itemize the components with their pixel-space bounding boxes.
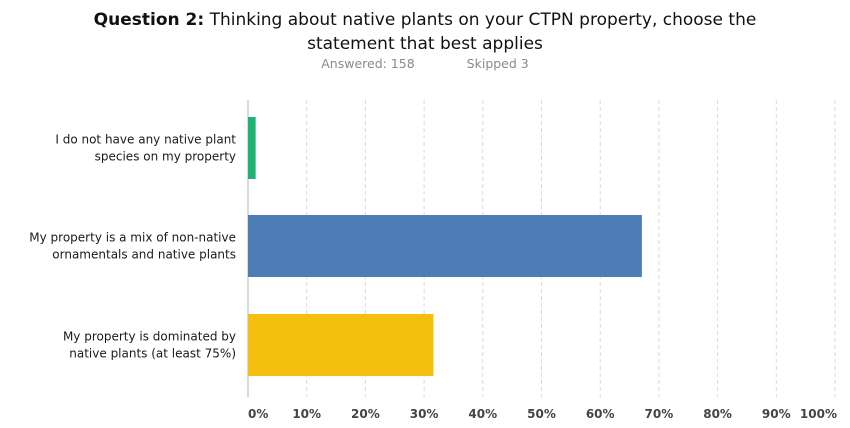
skipped-value: 3	[520, 56, 529, 71]
x-tick-label-7: 70%	[645, 407, 674, 421]
category-label-2-line-2: ornamentals and native plants	[52, 248, 236, 262]
title-line-1: Question 2: Thinking about native plants…	[0, 8, 850, 32]
bar-3	[248, 314, 434, 376]
x-tick-label-10: 100%	[800, 407, 837, 421]
bar-1	[248, 117, 256, 179]
x-tick-label-5: 50%	[527, 407, 556, 421]
category-label-3-line-1: My property is dominated by	[63, 330, 236, 344]
response-stats: Answered: 158 Skipped 3	[0, 56, 850, 71]
category-label-1-line-1: I do not have any native plant	[55, 133, 236, 147]
x-tick-label-3: 30%	[410, 407, 439, 421]
x-tick-label-9: 90%	[762, 407, 791, 421]
x-tick-label-1: 10%	[292, 407, 321, 421]
question-label: Question 2:	[93, 10, 205, 30]
question-text-line1: Thinking about native plants on your CTP…	[209, 10, 757, 30]
bar-2	[248, 215, 642, 277]
skipped-label: Skipped	[466, 56, 517, 71]
x-tick-label-8: 80%	[703, 407, 732, 421]
category-label-1-line-2: species on my property	[95, 150, 236, 164]
answered-label: Answered:	[321, 56, 387, 71]
answered-value: 158	[390, 56, 415, 71]
x-tick-label-2: 20%	[351, 407, 380, 421]
chart-title: Question 2: Thinking about native plants…	[0, 8, 850, 56]
x-tick-label-0: 0%	[248, 407, 268, 421]
category-label-2-line-1: My property is a mix of non-native	[29, 231, 236, 245]
x-tick-label-6: 60%	[586, 407, 615, 421]
category-label-3-line-2: native plants (at least 75%)	[69, 347, 236, 361]
question-text-line2: statement that best applies	[307, 34, 543, 54]
x-tick-label-4: 40%	[468, 407, 497, 421]
